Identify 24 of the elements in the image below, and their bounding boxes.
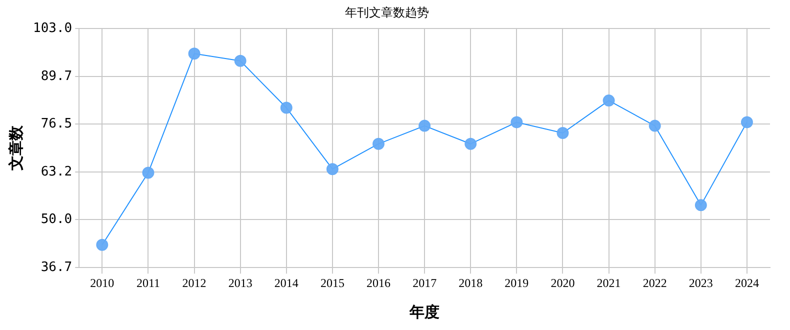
- x-tick-label: 2016: [366, 276, 391, 290]
- y-axis-title: 文章数: [6, 124, 25, 172]
- x-tick-label: 2018: [458, 276, 483, 290]
- x-tick-label: 2013: [228, 276, 252, 290]
- y-tick-label: 50.0: [40, 212, 72, 227]
- y-tick-label: 36.7: [40, 260, 72, 275]
- y-tick-label: 89.7: [40, 68, 72, 84]
- x-tick-label: 2014: [274, 276, 298, 290]
- x-tick-label: 2024: [734, 276, 759, 290]
- x-tick-label: 2022: [642, 276, 667, 290]
- x-axis-title: 年度: [408, 302, 440, 321]
- x-tick-label: 2021: [596, 276, 621, 290]
- chart-title: 年刊文章数趋势: [345, 5, 429, 20]
- y-tick-label: 63.2: [40, 164, 72, 180]
- x-tick-label: 2019: [504, 276, 529, 290]
- x-tick-label: 2020: [550, 276, 575, 290]
- x-tick-label: 2023: [688, 276, 713, 290]
- x-tick-label: 2015: [320, 276, 344, 290]
- x-tick-label: 2012: [182, 276, 206, 290]
- y-tick-label: 76.5: [40, 116, 72, 132]
- x-tick-label: 2017: [412, 276, 437, 290]
- x-tick-label: 2011: [136, 276, 160, 290]
- y-tick-label: 103.0: [32, 20, 72, 36]
- x-tick-label: 2010: [90, 276, 114, 290]
